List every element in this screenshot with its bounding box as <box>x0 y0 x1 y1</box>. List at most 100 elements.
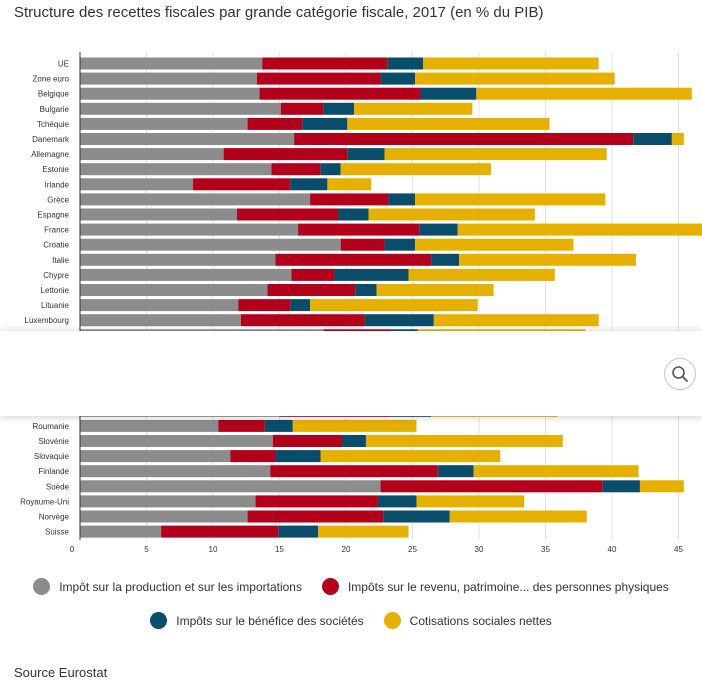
legend-item-benefice[interactable]: Impôts sur le bénéfice des sociétés <box>150 612 364 629</box>
category-label: Croatie <box>43 241 69 250</box>
bar-segment <box>355 284 377 296</box>
bar-segment <box>423 57 599 70</box>
category-label: Slovaquie <box>34 452 70 461</box>
bar-segment <box>240 314 365 327</box>
bar-segment <box>80 314 241 327</box>
bar-segment <box>80 148 224 161</box>
bar-segment <box>602 480 640 493</box>
category-label: Royaume-Uni <box>20 497 69 506</box>
bar-segment <box>365 435 563 447</box>
bar-segment <box>80 480 381 493</box>
legend-swatch <box>321 578 339 595</box>
bar-segment <box>80 465 271 478</box>
bar-segment <box>310 299 478 312</box>
bar-segment <box>383 510 450 523</box>
bar-segment <box>278 525 319 538</box>
bar-segment <box>380 72 416 85</box>
bar-segment <box>80 419 219 432</box>
x-tick-label: 5 <box>144 545 149 554</box>
category-label: Norvège <box>39 513 70 522</box>
legend-label: Impôts sur le revenu, patrimoine... des … <box>347 579 669 594</box>
legend-label: Cotisations sociales nettes <box>409 613 552 628</box>
bar-segment <box>323 102 354 115</box>
category-label: Allemagne <box>31 150 69 159</box>
bar-segment <box>80 208 237 221</box>
bar-segment <box>633 133 672 145</box>
bar-segment <box>80 193 311 206</box>
bar-segment <box>431 253 460 266</box>
bar-segment <box>340 238 385 251</box>
bar-segment <box>302 117 348 130</box>
bar-segment <box>255 495 378 508</box>
legend-row-2: Impôts sur le bénéfice des sociétés Coti… <box>0 612 702 629</box>
bar-segment <box>259 87 421 100</box>
bar-segment <box>247 117 303 130</box>
bar-segment <box>280 102 324 115</box>
bar-segment <box>473 465 639 478</box>
bar-segment <box>80 268 292 281</box>
bar-segment <box>80 102 281 115</box>
category-label: Zone euro <box>33 75 70 84</box>
bar-segment <box>80 510 248 523</box>
search-button[interactable] <box>664 358 696 390</box>
bar-segment <box>270 465 438 478</box>
x-tick-label: 45 <box>674 545 683 554</box>
legend-item-revenu[interactable]: Impôts sur le revenu, patrimoine... des … <box>321 578 669 595</box>
category-label: Danemark <box>32 135 70 144</box>
legend-swatch <box>33 578 51 595</box>
category-label: Roumanie <box>33 422 70 431</box>
bar-segment <box>80 72 257 85</box>
x-tick-label: 10 <box>209 545 218 554</box>
category-label: Luxembourg <box>25 316 69 325</box>
bar-segment <box>353 102 473 115</box>
bar-segment <box>449 510 587 523</box>
bar-segment <box>671 133 684 145</box>
legend-item-production[interactable]: Impôt sur la production et sur les impor… <box>33 578 302 595</box>
bar-segment <box>80 435 273 447</box>
bar-segment <box>223 148 348 161</box>
bar-segment <box>80 299 239 312</box>
category-label: Suisse <box>45 528 70 537</box>
bar-segment <box>290 178 328 191</box>
source-note: Source Eurostat <box>14 665 108 680</box>
x-tick-label: 40 <box>608 545 617 554</box>
bar-segment <box>267 284 356 296</box>
bar-segment <box>275 450 321 463</box>
bar-segment <box>292 419 417 432</box>
bar-segment <box>384 148 607 161</box>
bar-segment <box>320 163 341 176</box>
bar-segment <box>272 435 343 447</box>
category-label: Belgique <box>38 90 70 99</box>
stacked-bar-chart: UE Zone euro Belgique Bulgarie Tchéquie Danem… <box>20 52 702 554</box>
bar-segment <box>80 238 341 251</box>
category-label: Lettonie <box>41 286 70 295</box>
bar-segment <box>639 480 684 493</box>
bar-segment <box>408 268 555 281</box>
bar-segment <box>380 480 603 493</box>
legend-item-cotisations[interactable]: Cotisations sociales nettes <box>383 612 552 629</box>
bar-segment <box>80 495 256 508</box>
x-tick-label: 15 <box>275 545 284 554</box>
bar-segment <box>476 87 692 100</box>
bar-segment <box>290 299 311 312</box>
category-label: Chypre <box>43 271 69 280</box>
category-label: Finlande <box>38 467 69 476</box>
bar-segment <box>80 117 248 130</box>
x-tick-label: 25 <box>408 545 417 554</box>
bar-segment <box>457 223 702 236</box>
bar-segment <box>236 208 339 221</box>
bar-segment <box>161 525 279 538</box>
category-label: Slovénie <box>38 437 69 446</box>
bar-segment <box>368 208 535 221</box>
bar-segment <box>420 87 477 100</box>
bar-segment <box>230 450 276 463</box>
bar-segment <box>318 525 409 538</box>
bar-segment <box>459 253 636 266</box>
bar-segment <box>80 57 263 70</box>
bar-segment <box>247 510 384 523</box>
bar-segment <box>419 223 458 236</box>
bar-segment <box>80 133 295 145</box>
category-label: Tchéquie <box>37 120 70 129</box>
legend-label: Impôt sur la production et sur les impor… <box>59 579 302 594</box>
bar-segment <box>294 133 634 145</box>
